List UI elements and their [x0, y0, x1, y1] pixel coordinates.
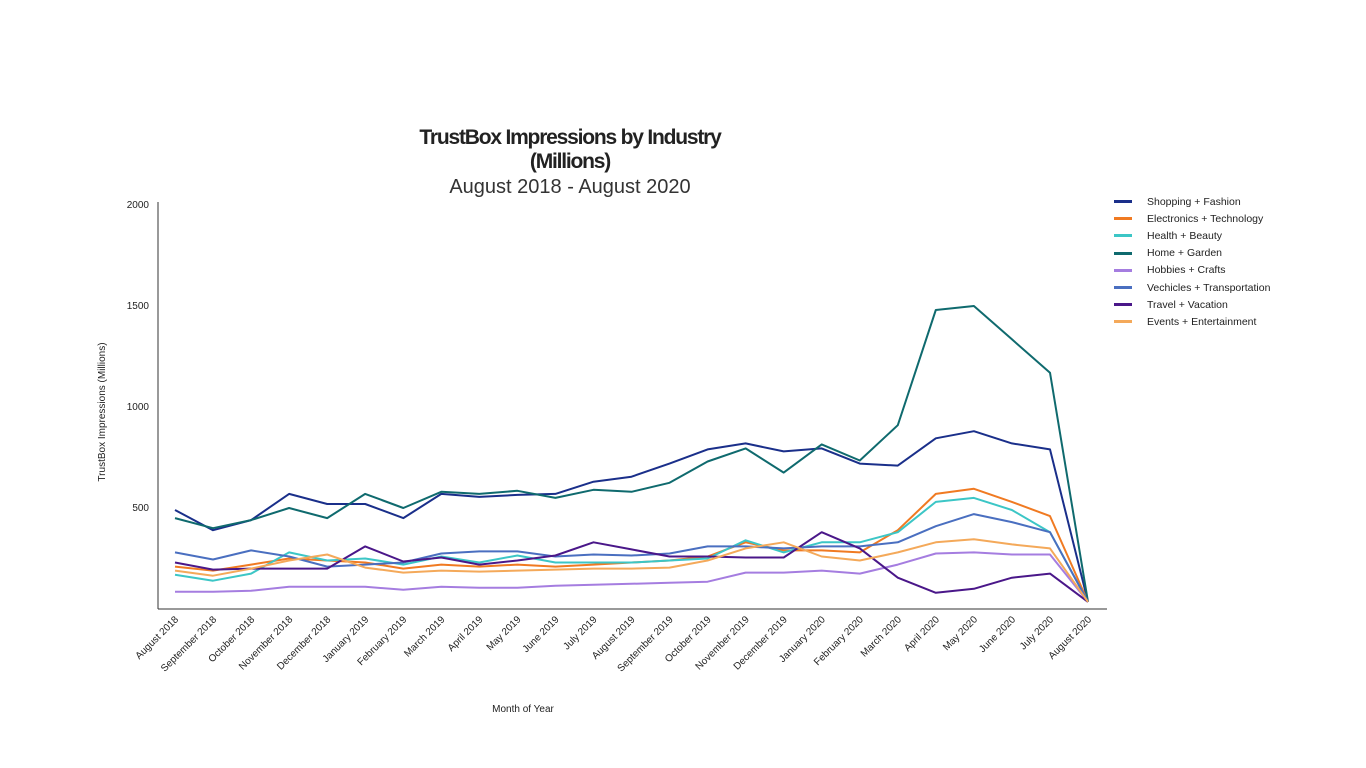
chart-subtitle: August 2018 - August 2020: [449, 176, 691, 198]
chart-title-block: TrustBox Impressions by Industry (Millio…: [380, 126, 760, 199]
legend-swatch: [1114, 268, 1132, 272]
chart-axes: [157, 202, 1107, 610]
x-tick-label: April 2019: [446, 614, 486, 654]
series-line-vechicles-transportation: [174, 513, 1089, 603]
legend-item: Events + Entertainment: [1114, 313, 1270, 330]
legend-item: Health + Beauty: [1114, 227, 1270, 244]
x-tick-label: June 2019: [521, 614, 562, 655]
x-tick-label: March 2019: [402, 614, 447, 659]
legend-label: Hobbies + Crafts: [1147, 264, 1226, 277]
legend-item: Electronics + Technology: [1114, 210, 1270, 227]
y-tick-labels: 500 1000 1500 2000: [127, 200, 150, 514]
legend-label: Electronics + Technology: [1147, 212, 1264, 225]
y-tick-label: 2000: [127, 200, 150, 211]
legend-label: Vechicles + Transportation: [1147, 281, 1271, 294]
legend-item: Shopping + Fashion: [1114, 193, 1270, 210]
legend-swatch: [1114, 200, 1132, 204]
legend-swatch: [1114, 320, 1132, 324]
legend-label: Events + Entertainment: [1147, 315, 1257, 328]
series-line-electronics-technology: [174, 487, 1089, 603]
series-line-home-garden: [174, 305, 1089, 603]
legend-swatch: [1114, 286, 1132, 290]
legend-label: Home + Garden: [1147, 247, 1222, 260]
legend-swatch: [1114, 217, 1132, 221]
legend-item: Travel + Vacation: [1114, 296, 1270, 313]
x-axis-label: Month of Year: [492, 704, 554, 715]
legend-item: Hobbies + Crafts: [1114, 262, 1270, 279]
x-tick-label: May 2020: [941, 614, 980, 653]
legend-item: Home + Garden: [1114, 245, 1270, 262]
x-tick-label: June 2020: [977, 614, 1018, 655]
x-tick-label: July 2019: [562, 614, 600, 652]
legend-label: Health + Beauty: [1147, 229, 1223, 242]
series-line-health-beauty: [174, 496, 1089, 603]
series-line-events-entertainment: [174, 538, 1089, 603]
x-tick-label: May 2019: [485, 614, 524, 653]
legend-label: Shopping + Fashion: [1147, 195, 1241, 208]
series-line-shopping-fashion: [174, 430, 1089, 603]
y-tick-label: 500: [132, 503, 149, 514]
legend-item: Vechicles + Transportation: [1114, 279, 1270, 296]
legend-swatch: [1114, 251, 1132, 255]
y-tick-label: 1000: [127, 402, 150, 413]
x-tick-label: March 2020: [859, 614, 904, 659]
legend: Shopping + Fashion Electronics + Technolo…: [1114, 193, 1270, 331]
y-axis-label: TrustBox Impressions (Millions): [97, 342, 108, 481]
legend-swatch: [1114, 234, 1132, 238]
x-tick-label: July 2020: [1018, 614, 1056, 652]
series-line-hobbies-crafts: [175, 551, 1089, 603]
legend-swatch: [1114, 303, 1132, 307]
y-tick-label: 1500: [127, 301, 150, 312]
legend-label: Travel + Vacation: [1147, 298, 1228, 311]
x-tick-label: April 2020: [902, 614, 942, 654]
chart-title: TrustBox Impressions by Industry (Millio…: [419, 126, 721, 173]
series-line-travel-vacation: [174, 531, 1089, 603]
series-lines: [174, 305, 1089, 603]
